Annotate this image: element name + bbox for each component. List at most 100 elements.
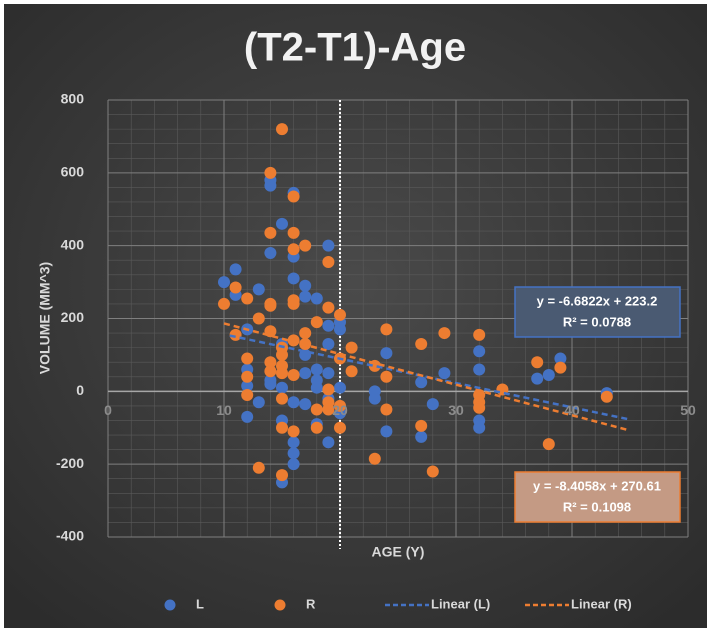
point xyxy=(299,279,312,292)
y-tick-label: 200 xyxy=(61,309,85,325)
point xyxy=(310,421,323,434)
point xyxy=(276,381,288,394)
y-tick-label: 0 xyxy=(76,382,84,398)
point xyxy=(287,297,300,310)
point xyxy=(322,256,335,269)
legend: L R Linear (L) Linear (R) xyxy=(164,596,632,611)
chart-title: (T2-T1)-Age xyxy=(244,26,466,70)
point xyxy=(322,383,335,396)
point xyxy=(368,452,381,465)
point xyxy=(264,365,277,378)
point xyxy=(287,334,300,347)
point xyxy=(287,368,300,381)
marks: y = -6.6822x + 223.2 R² = 0.0788 y = -8.40… xyxy=(218,123,681,523)
trendline-label-box xyxy=(514,471,681,523)
point xyxy=(276,392,288,405)
legend-label: Linear (R) xyxy=(571,596,632,611)
x-tick-label: 10 xyxy=(216,402,232,418)
point xyxy=(334,308,346,321)
point xyxy=(299,327,312,340)
point xyxy=(322,319,335,332)
point xyxy=(264,226,277,239)
point xyxy=(287,272,300,285)
trendline-label-box xyxy=(514,286,681,338)
point xyxy=(426,398,439,411)
point xyxy=(229,281,242,294)
point xyxy=(473,328,486,341)
point xyxy=(473,401,486,414)
x-tick-label: 50 xyxy=(680,402,696,418)
point xyxy=(218,276,230,289)
point xyxy=(380,347,393,360)
legend-marker xyxy=(164,599,176,611)
point xyxy=(334,381,346,394)
legend-label: R xyxy=(306,596,316,611)
point xyxy=(345,365,358,378)
trendline-equation: y = -6.6822x + 223.2 xyxy=(537,293,658,308)
point xyxy=(241,370,254,383)
point xyxy=(287,226,300,239)
x-tick-label: 0 xyxy=(104,402,112,418)
point xyxy=(542,438,555,451)
point xyxy=(276,367,288,380)
y-tick-label: 800 xyxy=(61,91,85,107)
point xyxy=(600,390,613,403)
point xyxy=(438,327,451,340)
point xyxy=(322,337,335,350)
x-tick-label: 20 xyxy=(332,402,348,418)
point xyxy=(473,363,486,376)
point xyxy=(322,367,335,380)
point xyxy=(415,430,428,443)
point xyxy=(276,421,288,434)
point xyxy=(287,243,300,256)
trendline-equation: y = -8.4058x + 270.61 xyxy=(533,478,661,493)
point xyxy=(299,367,312,380)
point xyxy=(380,425,393,438)
y-axis-title: VOLUME (MM^3) xyxy=(37,262,53,374)
point xyxy=(229,263,242,276)
point xyxy=(299,290,312,303)
point xyxy=(531,372,544,385)
legend-label: Linear (L) xyxy=(431,596,490,611)
x-tick-label: 40 xyxy=(564,402,580,418)
trendline-r2: R² = 0.0788 xyxy=(563,314,631,329)
point xyxy=(554,361,567,374)
point xyxy=(310,381,323,394)
point xyxy=(252,283,265,296)
y-tick-label: 400 xyxy=(61,236,85,252)
point xyxy=(287,425,300,438)
legend-label: L xyxy=(196,596,204,611)
point xyxy=(264,246,277,259)
point xyxy=(287,458,300,471)
point xyxy=(241,352,254,365)
point xyxy=(473,345,486,358)
point xyxy=(542,368,555,381)
point xyxy=(368,392,381,405)
point xyxy=(241,379,254,392)
point xyxy=(218,297,230,310)
point xyxy=(287,436,300,449)
point xyxy=(380,323,393,336)
legend-marker xyxy=(274,599,286,611)
point xyxy=(415,376,428,389)
point xyxy=(276,348,288,361)
point xyxy=(380,403,393,416)
point xyxy=(252,312,265,325)
point xyxy=(287,447,300,460)
point xyxy=(299,398,312,411)
y-tick-label: -400 xyxy=(56,528,84,544)
point xyxy=(252,396,265,409)
point xyxy=(310,292,323,305)
point xyxy=(276,469,288,482)
point xyxy=(241,410,254,423)
point xyxy=(345,341,358,354)
point xyxy=(554,352,567,365)
point xyxy=(229,328,242,341)
point xyxy=(334,399,346,412)
point xyxy=(380,370,393,383)
point xyxy=(287,190,300,203)
point xyxy=(310,316,323,329)
y-tick-label: 600 xyxy=(61,164,85,180)
point xyxy=(438,367,451,380)
